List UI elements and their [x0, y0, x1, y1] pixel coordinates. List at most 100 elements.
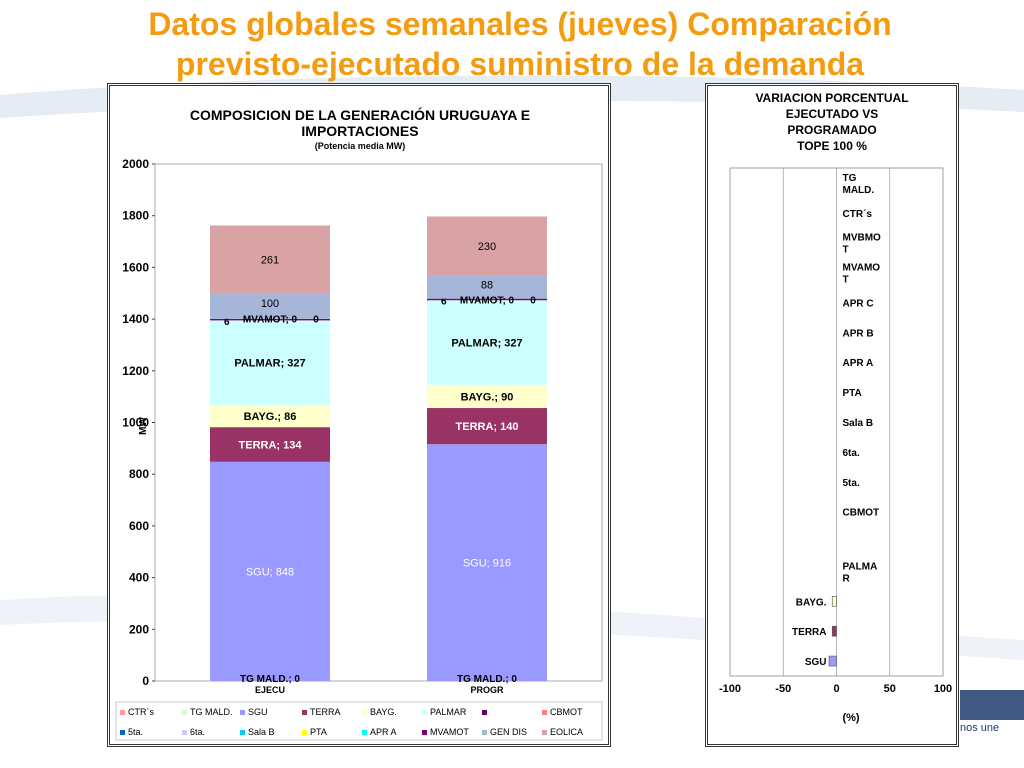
data-label-zero: 0 [530, 296, 536, 307]
chart-subtitle: (Potencia media MW) [315, 141, 406, 151]
bar-segment-mvamot [427, 298, 547, 301]
variation-title-line: PROGRAMADO [787, 123, 876, 137]
legend-swatch [240, 710, 245, 715]
data-label: TERRA; 140 [456, 421, 519, 433]
category-label: APR A [843, 358, 874, 369]
data-label: SGU; 916 [463, 558, 511, 570]
legend-swatch [542, 710, 547, 715]
slide-title-line1: Datos globales semanales (jueves) Compar… [148, 6, 892, 42]
chart-title-line2: IMPORTACIONES [301, 123, 418, 139]
data-label-zero: TG MALD.; 0 [457, 674, 517, 685]
bar-segment-sgu [427, 444, 547, 681]
data-label-zero: TG MALD.; 0 [240, 674, 300, 685]
legend-label: 6ta. [190, 727, 205, 737]
data-label: TERRA; 134 [239, 439, 303, 451]
bar-segment-palmar [210, 320, 330, 405]
data-label-zero: MVAMOT; 0 [460, 296, 515, 307]
category-label: 5ta. [843, 478, 860, 489]
stacked-bar-chart-panel: COMPOSICION DE LA GENERACIÓN URUGUAYA E … [107, 83, 611, 747]
legend-label: CTR´s [128, 707, 154, 717]
data-label: 261 [261, 254, 279, 266]
stacked-bar-chart: COMPOSICION DE LA GENERACIÓN URUGUAYA E … [115, 106, 603, 741]
data-label: 100 [261, 298, 279, 310]
variation-title-line: EJECUTADO VS [786, 107, 878, 121]
category-label: CBMOT [843, 508, 880, 519]
legend-swatch [482, 730, 487, 735]
x-category-label: PROGR [470, 685, 504, 695]
variation-bar [831, 595, 837, 607]
legend-swatch [302, 730, 307, 735]
legend-swatch [302, 710, 307, 715]
legend-label: Sala B [248, 727, 275, 737]
y-tick-label: 0 [142, 674, 149, 688]
slide-title-line2: previsto-ejecutado suministro de la dema… [175, 46, 865, 82]
variation-chart-title: VARIACION PORCENTUAL EJECUTADO VS PROGRAMA… [755, 91, 908, 153]
bar-segment-bayg- [210, 404, 330, 428]
legend-label: PTA [310, 727, 327, 737]
x-axis-label: (%) [842, 712, 859, 724]
y-tick-label: 600 [129, 519, 149, 533]
y-tick-label: 1000 [122, 416, 149, 430]
data-label: PALMAR; 327 [234, 358, 305, 370]
data-label-zero: MVAMOT; 0 [243, 315, 298, 326]
plot-area: 0200400600800100012001400160018002000SGU… [122, 157, 603, 695]
category-label: PTA [843, 388, 862, 399]
legend-label: BAYG. [370, 707, 397, 717]
category-label: Sala B [843, 418, 874, 429]
category-label: APR B [843, 328, 874, 339]
legend-swatch [120, 730, 125, 735]
bar-segment-gen-dis [210, 292, 330, 319]
variation-title-line: TOPE 100 % [797, 139, 867, 153]
data-label: BAYG.; 86 [244, 411, 297, 423]
category-label: APR C [843, 298, 874, 309]
variation-bar [831, 625, 837, 637]
y-tick-label: 1600 [122, 260, 149, 274]
category-label: MVBMO [843, 233, 882, 244]
bar-segment-palmar [427, 300, 547, 385]
legend-label: 5ta. [128, 727, 143, 737]
bar-segment-gen-dis [427, 275, 547, 299]
x-tick-label: 0 [833, 683, 839, 695]
legend-label: CBMOT [550, 707, 583, 717]
logo-text: nos une [960, 722, 1000, 734]
category-label: TERRA [792, 627, 826, 638]
category-label: CTR´s [843, 209, 873, 220]
data-label: 6 [224, 317, 230, 328]
legend-swatch [240, 730, 245, 735]
legend-label: APR A [370, 727, 397, 737]
bar-segment-terra [210, 427, 330, 462]
category-label: SGU [805, 657, 827, 668]
data-label-zero: 0 [313, 315, 319, 326]
bar-segment-mvamot [210, 318, 330, 321]
category-label: T [843, 245, 849, 256]
category-label: R [843, 573, 851, 584]
y-tick-label: 1400 [122, 312, 149, 326]
category-label: BAYG. [796, 597, 827, 608]
legend-swatch [362, 710, 367, 715]
legend-swatch [422, 730, 427, 735]
category-label: PALMA [843, 561, 878, 572]
legend-label: GEN DIS [490, 727, 527, 737]
bar-segment-eolica [427, 216, 547, 276]
category-label: 6ta. [843, 448, 860, 459]
legend-swatch [182, 710, 187, 715]
x-tick-label: 50 [884, 683, 896, 695]
legend-swatch [120, 710, 125, 715]
bar-segment-terra [427, 408, 547, 445]
y-axis-label: MW [138, 417, 149, 435]
legend-swatch [482, 710, 487, 715]
legend-label: TG MALD. [190, 707, 233, 717]
bar-segment-sgu [210, 461, 330, 681]
data-label: 6 [441, 297, 447, 308]
category-label: TG [843, 173, 857, 184]
bar-segment-eolica [210, 225, 330, 293]
y-tick-label: 400 [129, 571, 149, 585]
data-label: BAYG.; 90 [461, 391, 514, 403]
legend-label: EOLICA [550, 727, 583, 737]
legend-swatch [182, 730, 187, 735]
y-tick-label: 200 [129, 622, 149, 636]
y-tick-label: 1200 [122, 364, 149, 378]
bar-segment-bayg- [427, 384, 547, 409]
variation-chart-panel: VARIACION PORCENTUAL EJECUTADO VS PROGRAMA… [705, 83, 959, 747]
legend-label: TERRA [310, 707, 341, 717]
